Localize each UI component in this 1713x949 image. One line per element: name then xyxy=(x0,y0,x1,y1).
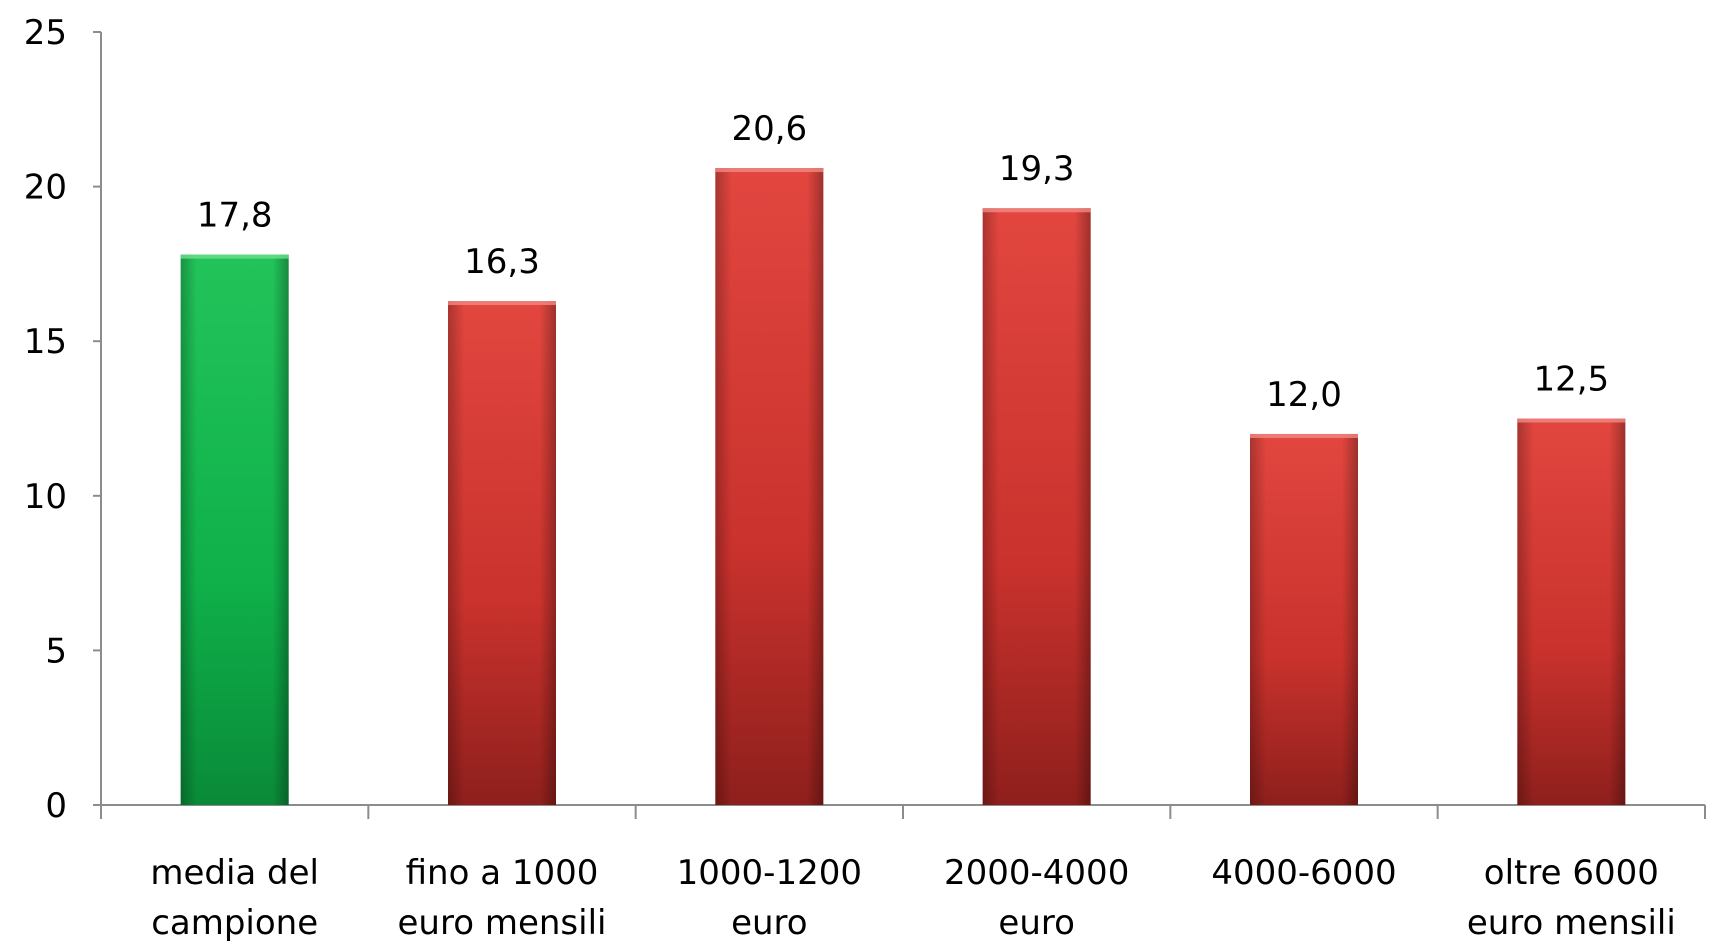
x-category-label: euro mensili xyxy=(398,903,607,943)
x-category-label: fino a 1000 xyxy=(406,853,599,893)
x-category-label: 4000-6000 xyxy=(1211,853,1396,893)
bar-shading xyxy=(1517,418,1626,805)
data-label: 16,3 xyxy=(464,242,540,282)
bar-top-highlight xyxy=(1250,433,1358,438)
data-label: 12,5 xyxy=(1533,360,1609,400)
bar xyxy=(1517,418,1626,805)
y-tick-label: 10 xyxy=(24,477,67,517)
bar-shading xyxy=(1250,433,1358,805)
y-tick-label: 25 xyxy=(24,13,67,53)
bar xyxy=(1250,433,1358,805)
bars xyxy=(180,168,1626,806)
bar-shading xyxy=(180,254,289,805)
x-category-label: oltre 6000 xyxy=(1484,853,1659,893)
data-label: 20,6 xyxy=(731,109,807,149)
bar-top-highlight xyxy=(448,301,556,306)
bar xyxy=(448,301,556,805)
x-category-label: 1000-1200 xyxy=(677,853,862,893)
bar xyxy=(715,168,824,806)
data-label: 19,3 xyxy=(999,149,1075,189)
bar-top-highlight xyxy=(1517,418,1626,423)
bar-top-highlight xyxy=(715,168,824,173)
bar xyxy=(982,208,1091,805)
x-category-label: campione xyxy=(151,903,318,943)
y-tick-label: 15 xyxy=(24,322,67,362)
data-label: 17,8 xyxy=(197,196,273,236)
bar-top-highlight xyxy=(180,254,289,259)
data-label: 12,0 xyxy=(1266,375,1342,415)
bar-top-highlight xyxy=(982,208,1091,213)
x-category-label: euro mensili xyxy=(1467,903,1676,943)
bar-shading xyxy=(982,208,1091,805)
x-category-label: euro xyxy=(998,903,1075,943)
axes: 0 5 10 15 20 25 xyxy=(24,13,1706,826)
y-tick-label: 20 xyxy=(24,168,67,208)
x-category-label: media del xyxy=(150,853,319,893)
x-category-label: 2000-4000 xyxy=(944,853,1129,893)
bar xyxy=(180,254,289,805)
bar-shading xyxy=(448,301,556,805)
x-category-label: euro xyxy=(731,903,808,943)
y-tick-label: 0 xyxy=(45,786,67,826)
y-tick-label: 5 xyxy=(45,631,67,671)
bar-shading xyxy=(715,168,824,806)
labels: 17,8 media del campione 16,3 fino a 1000 euro… xyxy=(150,109,1675,943)
